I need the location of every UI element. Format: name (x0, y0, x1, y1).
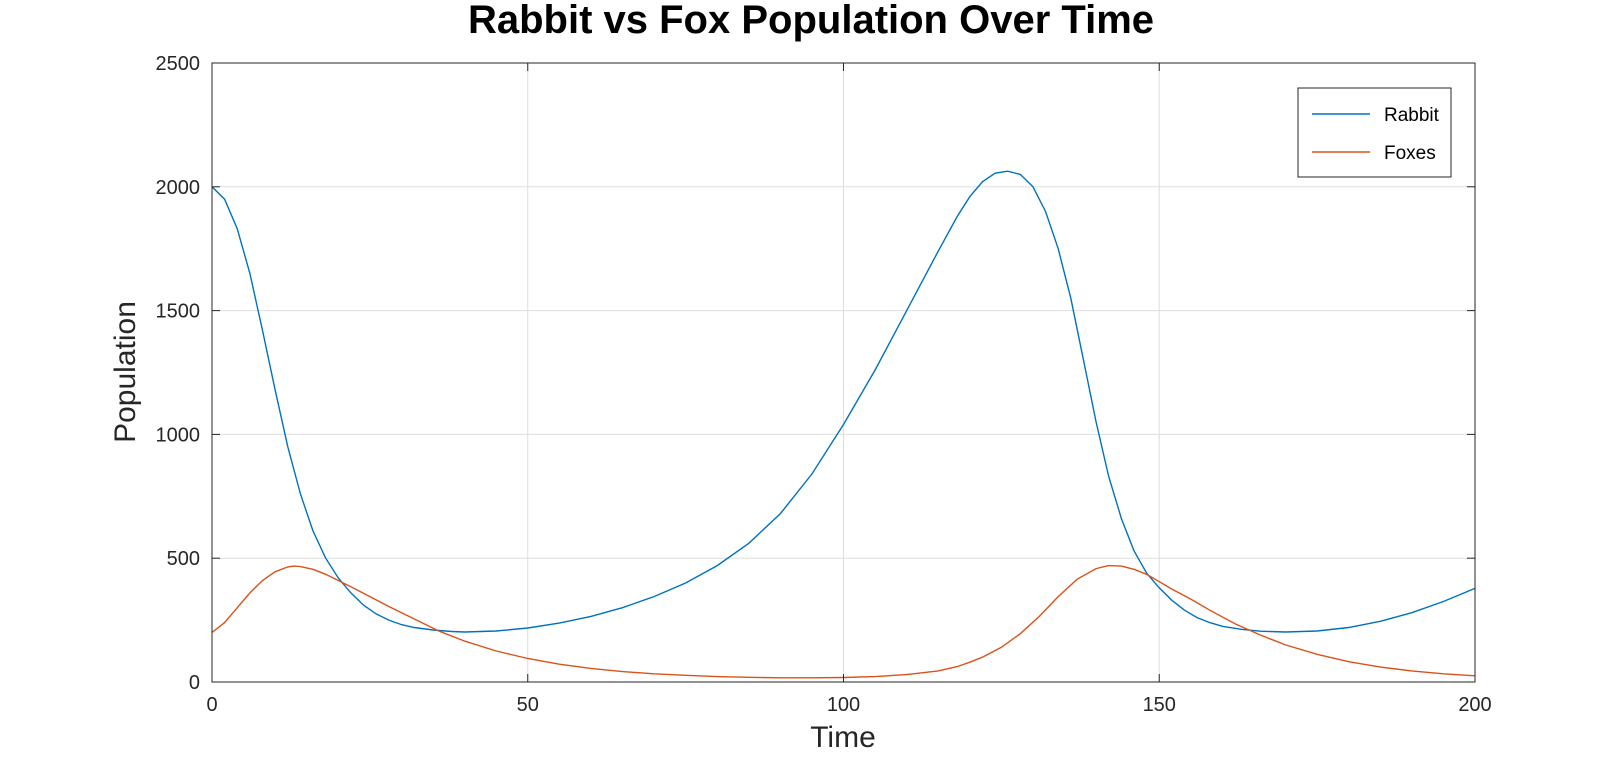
x-axis-label: Time (810, 721, 876, 754)
legend-label-rabbit: Rabbit (1384, 105, 1440, 126)
y-tick-label: 2000 (156, 177, 201, 199)
legend: Rabbit Foxes (1297, 87, 1452, 178)
x-tick-label: 100 (827, 694, 860, 716)
y-tick-label: 2500 (156, 53, 201, 75)
grid (211, 62, 1476, 683)
y-tick-label: 1500 (156, 301, 201, 323)
y-tick-label: 1000 (156, 424, 201, 446)
x-tick-label: 150 (1143, 694, 1176, 716)
x-tick-label: 200 (1458, 694, 1491, 716)
y-axis-label: Population (109, 301, 142, 443)
y-tick-label: 0 (189, 672, 200, 694)
legend-label-foxes: Foxes (1384, 143, 1436, 164)
rabbit-series-line (211, 170, 1476, 633)
x-tick-label: 50 (517, 694, 539, 716)
chart-title: Rabbit vs Fox Population Over Time (468, 0, 1154, 42)
legend-box (1297, 87, 1452, 178)
y-tick-label: 500 (167, 548, 200, 570)
x-tick-label: 0 (206, 694, 217, 716)
